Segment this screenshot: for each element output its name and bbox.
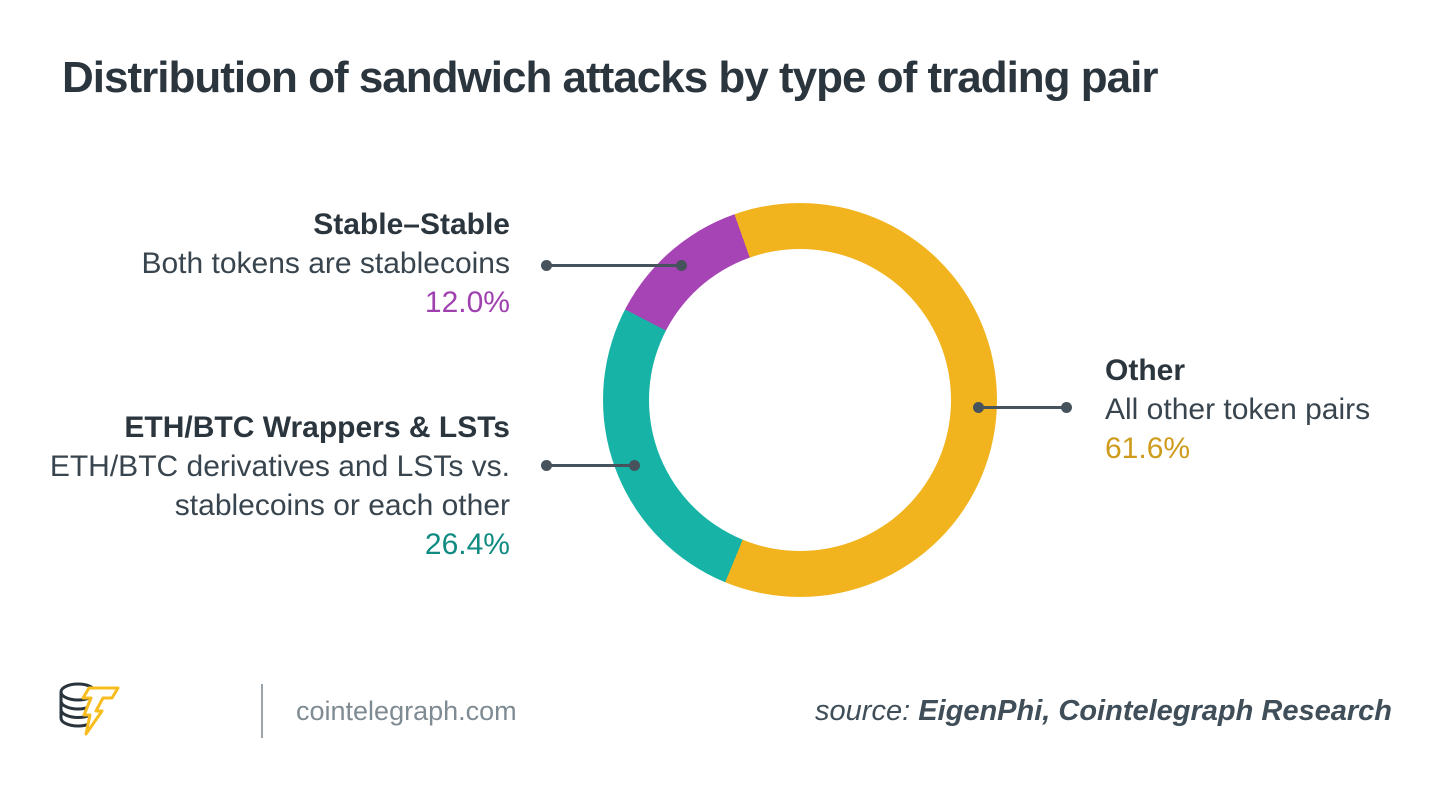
cointelegraph-logo-icon xyxy=(59,682,120,736)
footer-divider xyxy=(261,684,263,738)
callout-ethbtc-wrappers: ETH/BTC Wrappers & LSTs ETH/BTC derivati… xyxy=(50,408,510,564)
footer-source-prefix: source: xyxy=(815,695,919,727)
callout-stable-stable-description: Both tokens are stablecoins xyxy=(141,247,510,280)
donut-hole xyxy=(649,249,951,551)
leader-line-ethbtc-wrappers xyxy=(541,460,640,471)
donut-chart xyxy=(603,203,997,597)
footer-source-credit: source: EigenPhi, Cointelegraph Research xyxy=(815,695,1392,728)
callout-ethbtc-wrappers-description-line2: stablecoins or each other xyxy=(174,489,510,522)
callout-other: Other All other token pairs 61.6% xyxy=(1105,351,1370,468)
callout-other-description: All other token pairs xyxy=(1105,393,1371,426)
callout-stable-stable-label: Stable–Stable xyxy=(313,208,510,241)
callout-other-percent: 61.6% xyxy=(1105,432,1191,465)
callout-stable-stable: Stable–Stable Both tokens are stablecoin… xyxy=(141,205,510,322)
footer-site-label: cointelegraph.com xyxy=(296,696,517,726)
leader-line-other xyxy=(973,402,1072,413)
callout-stable-stable-percent: 12.0% xyxy=(424,286,510,319)
page-title: Distribution of sandwich attacks by type… xyxy=(62,53,1158,102)
callout-ethbtc-wrappers-label: ETH/BTC Wrappers & LSTs xyxy=(124,411,510,444)
footer-source-names: EigenPhi, Cointelegraph Research xyxy=(918,695,1392,727)
callout-other-label: Other xyxy=(1105,354,1186,387)
leader-line-stable-stable xyxy=(541,260,687,271)
callout-ethbtc-wrappers-description-line1: ETH/BTC derivatives and LSTs vs. xyxy=(49,450,510,483)
callout-ethbtc-wrappers-percent: 26.4% xyxy=(424,528,510,561)
